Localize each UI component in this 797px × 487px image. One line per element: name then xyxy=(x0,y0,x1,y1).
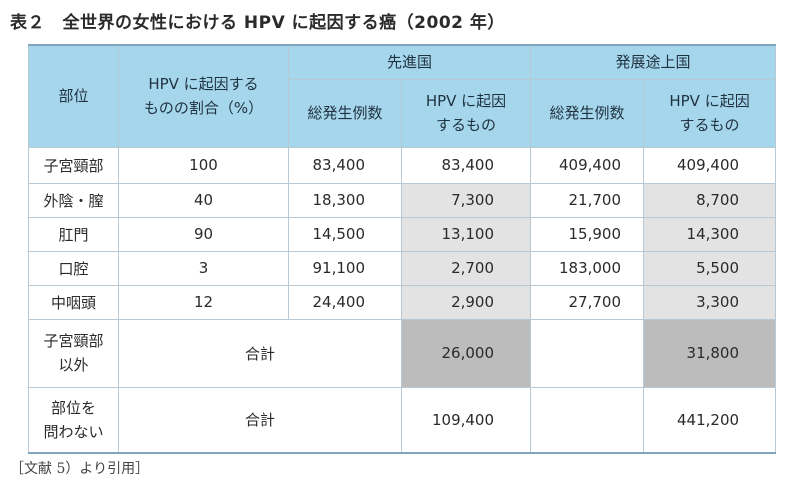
total-developed-hpv: 26,000 xyxy=(400,318,532,388)
hpv-cancer-table: 部位 HPV に起因する ものの割合（%） 先進国 発展途上国 総発生例数 HP… xyxy=(28,44,777,454)
row-percent: 12 xyxy=(118,284,289,320)
total-site: 部位を 問わない xyxy=(28,386,119,454)
header-hpv-percent: HPV に起因する ものの割合（%） xyxy=(118,44,289,148)
row-percent: 100 xyxy=(118,146,289,184)
total-site-line1: 部位を xyxy=(50,398,96,417)
row-developed-total: 83,400 xyxy=(288,146,402,184)
row-developing-hpv: 3,300 xyxy=(643,284,777,320)
header-developed-hpv-line2: するもの xyxy=(436,116,497,134)
row-developing-total: 27,700 xyxy=(530,284,645,320)
total-label: 合計 xyxy=(118,318,402,388)
table-title: 表２ 全世界の女性における HPV に起因する癌（2002 年） xyxy=(10,13,505,33)
total-site-line2: 以外 xyxy=(58,356,89,374)
header-developing-hpv-line1: HPV に起因 xyxy=(669,92,750,110)
header-developing-hpv: HPV に起因 するもの xyxy=(643,78,777,148)
row-developing-total: 409,400 xyxy=(530,146,645,184)
total-developing-hpv: 31,800 xyxy=(643,318,777,388)
row-site: 外陰・膣 xyxy=(28,182,119,218)
row-developed-total: 24,400 xyxy=(288,284,402,320)
source-citation: ［文献 5）より引用］ xyxy=(10,461,150,477)
row-developed-total: 14,500 xyxy=(288,216,402,252)
total-label: 合計 xyxy=(118,386,402,454)
row-developed-total: 91,100 xyxy=(288,250,402,286)
row-site: 子宮頸部 xyxy=(28,146,119,184)
header-developed-hpv-line1: HPV に起因 xyxy=(425,92,507,110)
total-developing-empty xyxy=(530,318,645,388)
total-row: 部位を 問わない 合計 109,400 441,200 xyxy=(28,386,777,454)
row-developed-hpv: 83,400 xyxy=(400,146,532,184)
header-developing-total: 総発生例数 xyxy=(530,78,645,148)
header-developed: 先進国 xyxy=(287,44,532,80)
total-site-line1: 子宮頸部 xyxy=(43,332,104,350)
row-developing-total: 21,700 xyxy=(530,182,645,218)
row-developing-hpv: 5,500 xyxy=(643,250,777,286)
row-developed-hpv: 7,300 xyxy=(400,182,532,218)
row-developed-hpv: 2,700 xyxy=(400,250,532,286)
row-developing-total: 15,900 xyxy=(530,216,645,252)
table-row: 子宮頸部 100 83,400 83,400 409,400 409,400 xyxy=(28,146,777,184)
row-developed-hpv: 2,900 xyxy=(400,284,532,320)
total-developed-hpv: 109,400 xyxy=(400,386,532,454)
row-site: 肛門 xyxy=(28,216,119,252)
table-row: 肛門 90 14,500 13,100 15,900 14,300 xyxy=(28,216,777,252)
row-percent: 90 xyxy=(118,216,289,252)
header-developed-total: 総発生例数 xyxy=(288,78,402,148)
row-site: 中咽頭 xyxy=(28,284,119,320)
total-site-line2: 問わない xyxy=(43,422,104,441)
header-site: 部位 xyxy=(28,44,119,148)
total-developing-hpv: 441,200 xyxy=(643,386,777,454)
table-row: 外陰・膣 40 18,300 7,300 21,700 8,700 xyxy=(28,182,777,218)
row-site: 口腔 xyxy=(28,250,119,286)
row-developed-hpv: 13,100 xyxy=(400,216,532,252)
table-row: 中咽頭 12 24,400 2,900 27,700 3,300 xyxy=(28,284,777,320)
header-hpv-percent-line1: HPV に起因する xyxy=(148,75,259,94)
row-percent: 3 xyxy=(118,250,289,286)
row-developed-total: 18,300 xyxy=(288,182,402,218)
header-developed-hpv: HPV に起因 するもの xyxy=(400,78,532,148)
total-developing-empty xyxy=(530,386,645,454)
row-developing-total: 183,000 xyxy=(530,250,645,286)
total-row: 子宮頸部 以外 合計 26,000 31,800 xyxy=(28,318,777,388)
header-developing-hpv-line2: するもの xyxy=(679,116,740,134)
row-developing-hpv: 409,400 xyxy=(643,146,777,184)
header-hpv-percent-line2: ものの割合（%） xyxy=(143,99,264,118)
header-developing: 発展途上国 xyxy=(530,44,777,80)
row-percent: 40 xyxy=(118,182,289,218)
total-site: 子宮頸部 以外 xyxy=(28,318,119,388)
table-row: 口腔 3 91,100 2,700 183,000 5,500 xyxy=(28,250,777,286)
row-developing-hpv: 8,700 xyxy=(643,182,777,218)
row-developing-hpv: 14,300 xyxy=(643,216,777,252)
